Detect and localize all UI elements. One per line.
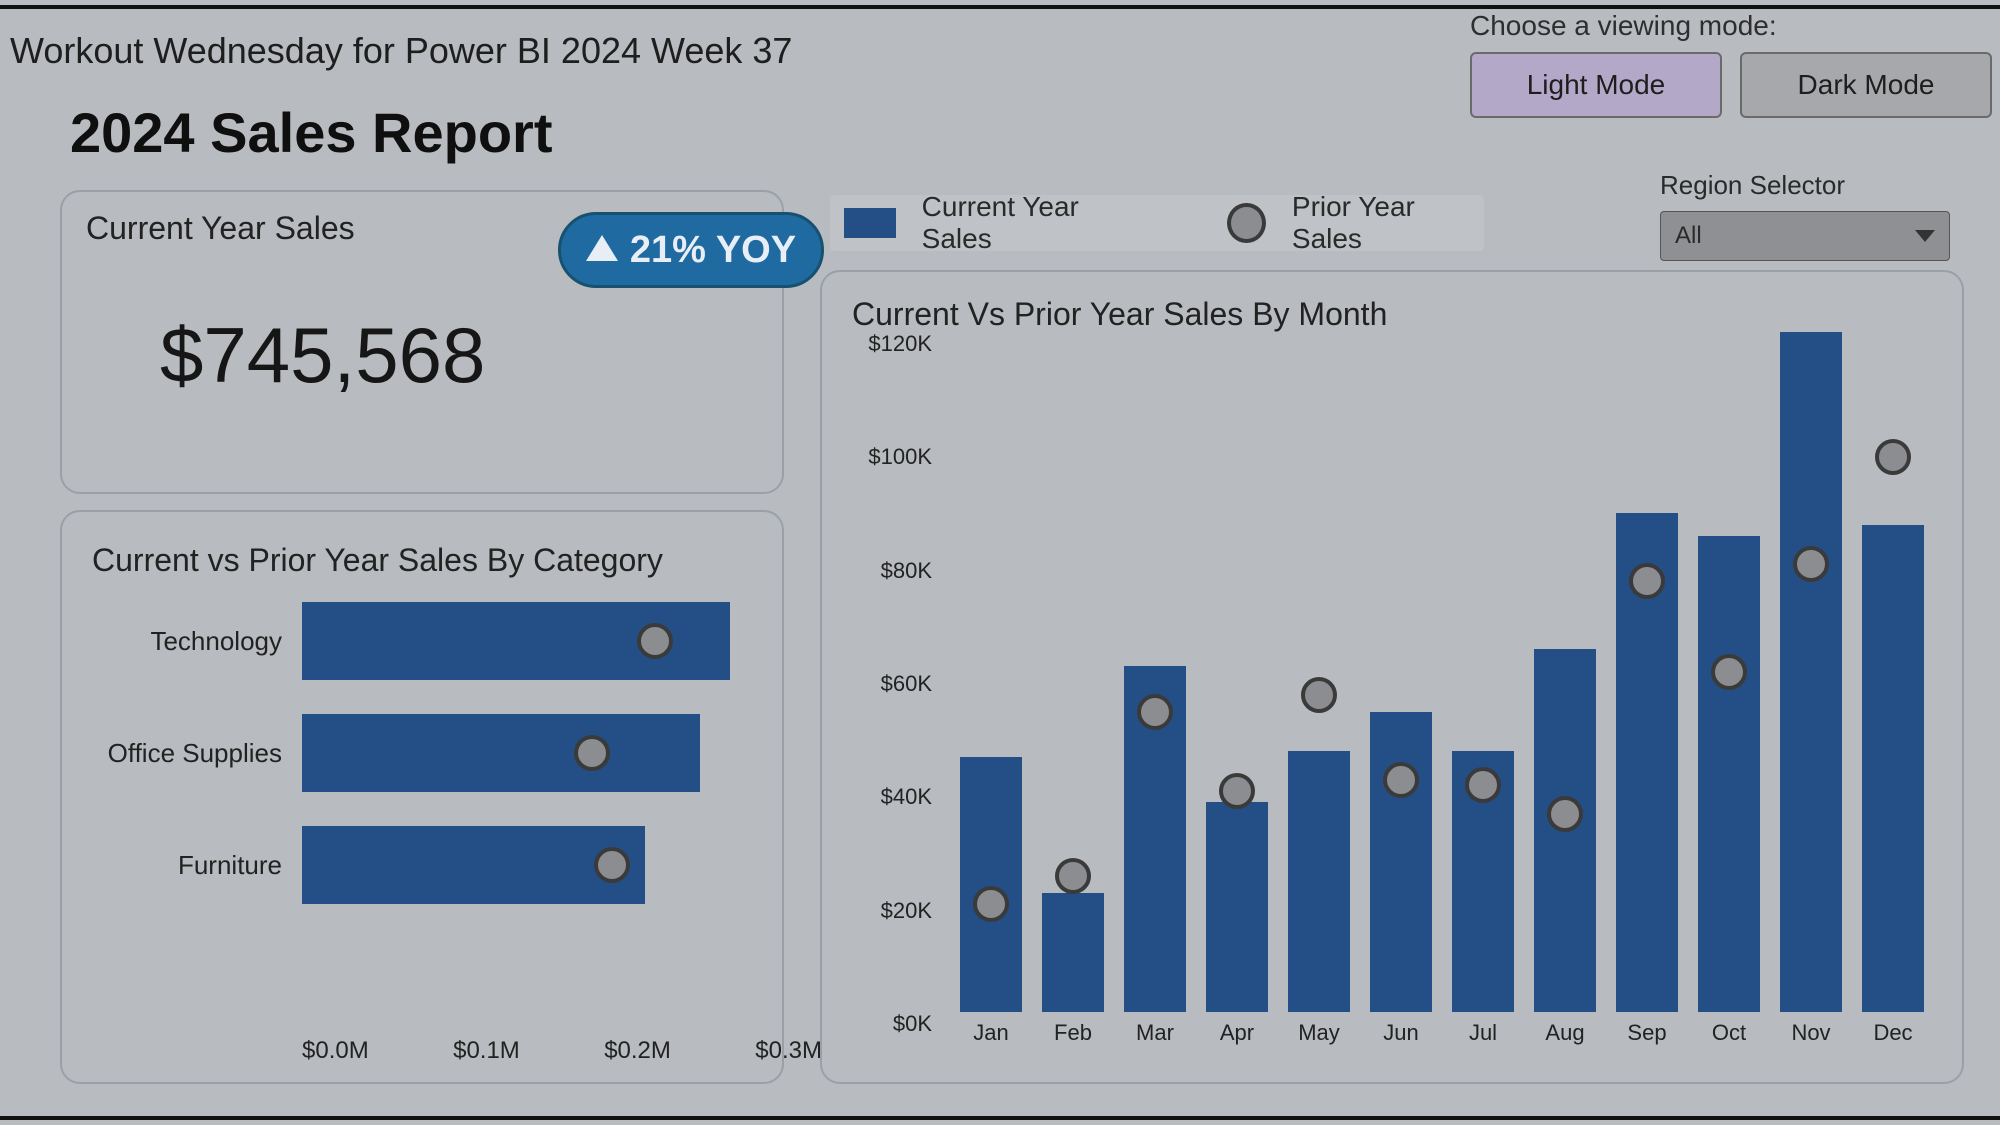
month-prior-marker	[1711, 654, 1747, 690]
month-bar	[1780, 332, 1842, 1012]
page-title: 2024 Sales Report	[70, 100, 552, 165]
region-selector-value: All	[1675, 222, 1702, 250]
category-chart-plot: TechnologyOffice SuppliesFurniture	[302, 602, 772, 972]
month-x-tick: May	[1298, 1020, 1340, 1046]
category-bar	[302, 714, 700, 792]
month-x-tick: Jul	[1469, 1020, 1497, 1046]
month-chart-x-axis: Jan Feb Mar Apr May Jun Jul Aug Sep Oct Nov Dec	[942, 1020, 1942, 1060]
month-bar	[1206, 802, 1268, 1012]
category-x-tick: $0.3M	[755, 1037, 822, 1065]
month-chart-y-axis: $0K$20K$40K$60K$80K$100K$120K	[852, 332, 932, 1012]
category-prior-marker	[637, 623, 673, 659]
mode-selector-label: Choose a viewing mode:	[1470, 10, 1777, 42]
month-y-tick: $40K	[881, 784, 932, 810]
month-prior-marker	[1383, 762, 1419, 798]
triangle-up-icon	[586, 235, 618, 261]
month-prior-marker	[1301, 677, 1337, 713]
legend: Current Year Sales Prior Year Sales	[830, 195, 1484, 251]
month-bar	[1288, 751, 1350, 1012]
month-prior-marker	[1465, 767, 1501, 803]
category-chart-x-axis: $0.0M $0.1M $0.2M $0.3M	[302, 1037, 822, 1065]
month-y-tick: $120K	[868, 331, 932, 357]
dark-mode-button[interactable]: Dark Mode	[1740, 52, 1992, 118]
month-x-tick: Apr	[1220, 1020, 1254, 1046]
light-mode-button[interactable]: Light Mode	[1470, 52, 1722, 118]
kpi-title: Current Year Sales	[86, 210, 355, 247]
month-y-tick: $0K	[893, 1011, 932, 1037]
month-x-tick: Nov	[1791, 1020, 1830, 1046]
region-selector-label: Region Selector	[1660, 170, 1950, 201]
month-x-tick: Jan	[973, 1020, 1008, 1046]
month-y-tick: $100K	[868, 444, 932, 470]
month-x-tick: Jun	[1383, 1020, 1418, 1046]
month-bar	[1862, 525, 1924, 1012]
category-prior-marker	[574, 735, 610, 771]
kpi-value: $745,568	[160, 310, 485, 401]
month-bar	[1698, 536, 1760, 1012]
category-label: Furniture	[72, 850, 282, 881]
month-prior-marker	[1875, 439, 1911, 475]
region-selector[interactable]: All	[1660, 211, 1950, 261]
category-x-tick: $0.0M	[302, 1037, 369, 1065]
month-chart-title: Current Vs Prior Year Sales By Month	[852, 296, 1387, 333]
yoy-badge: 21% YOY	[558, 212, 824, 288]
month-x-tick: Mar	[1136, 1020, 1174, 1046]
month-bar	[960, 757, 1022, 1012]
month-prior-marker	[1793, 546, 1829, 582]
category-label: Technology	[72, 626, 282, 657]
month-x-tick: Aug	[1545, 1020, 1584, 1046]
month-prior-marker	[1629, 563, 1665, 599]
legend-dot-swatch	[1227, 203, 1266, 243]
legend-current-label: Current Year Sales	[922, 191, 1147, 255]
category-x-tick: $0.2M	[604, 1037, 671, 1065]
category-chart-title: Current vs Prior Year Sales By Category	[92, 542, 663, 579]
month-y-tick: $80K	[881, 558, 932, 584]
month-x-tick: Feb	[1054, 1020, 1092, 1046]
month-x-tick: Sep	[1627, 1020, 1666, 1046]
legend-prior-label: Prior Year Sales	[1292, 191, 1484, 255]
month-prior-marker	[1055, 858, 1091, 894]
category-label: Office Supplies	[72, 738, 282, 769]
category-chart-card: Current vs Prior Year Sales By Category …	[60, 510, 784, 1084]
month-bar	[1370, 712, 1432, 1012]
month-x-tick: Oct	[1712, 1020, 1746, 1046]
month-y-tick: $60K	[881, 671, 932, 697]
month-x-tick: Dec	[1873, 1020, 1912, 1046]
month-prior-marker	[1547, 796, 1583, 832]
yoy-text: 21% YOY	[630, 229, 796, 272]
month-bar	[1042, 893, 1104, 1012]
month-prior-marker	[1137, 694, 1173, 730]
month-chart-card: Current Vs Prior Year Sales By Month $0K…	[820, 270, 1964, 1084]
month-y-tick: $20K	[881, 898, 932, 924]
light-mode-button-label: Light Mode	[1527, 69, 1666, 101]
month-chart-plot	[942, 332, 1942, 1012]
legend-bar-swatch	[844, 208, 896, 238]
chevron-down-icon	[1915, 230, 1935, 242]
category-x-tick: $0.1M	[453, 1037, 520, 1065]
month-prior-marker	[1219, 773, 1255, 809]
dark-mode-button-label: Dark Mode	[1798, 69, 1935, 101]
category-prior-marker	[594, 847, 630, 883]
page-subtitle: Workout Wednesday for Power BI 2024 Week…	[10, 30, 792, 72]
month-prior-marker	[973, 886, 1009, 922]
